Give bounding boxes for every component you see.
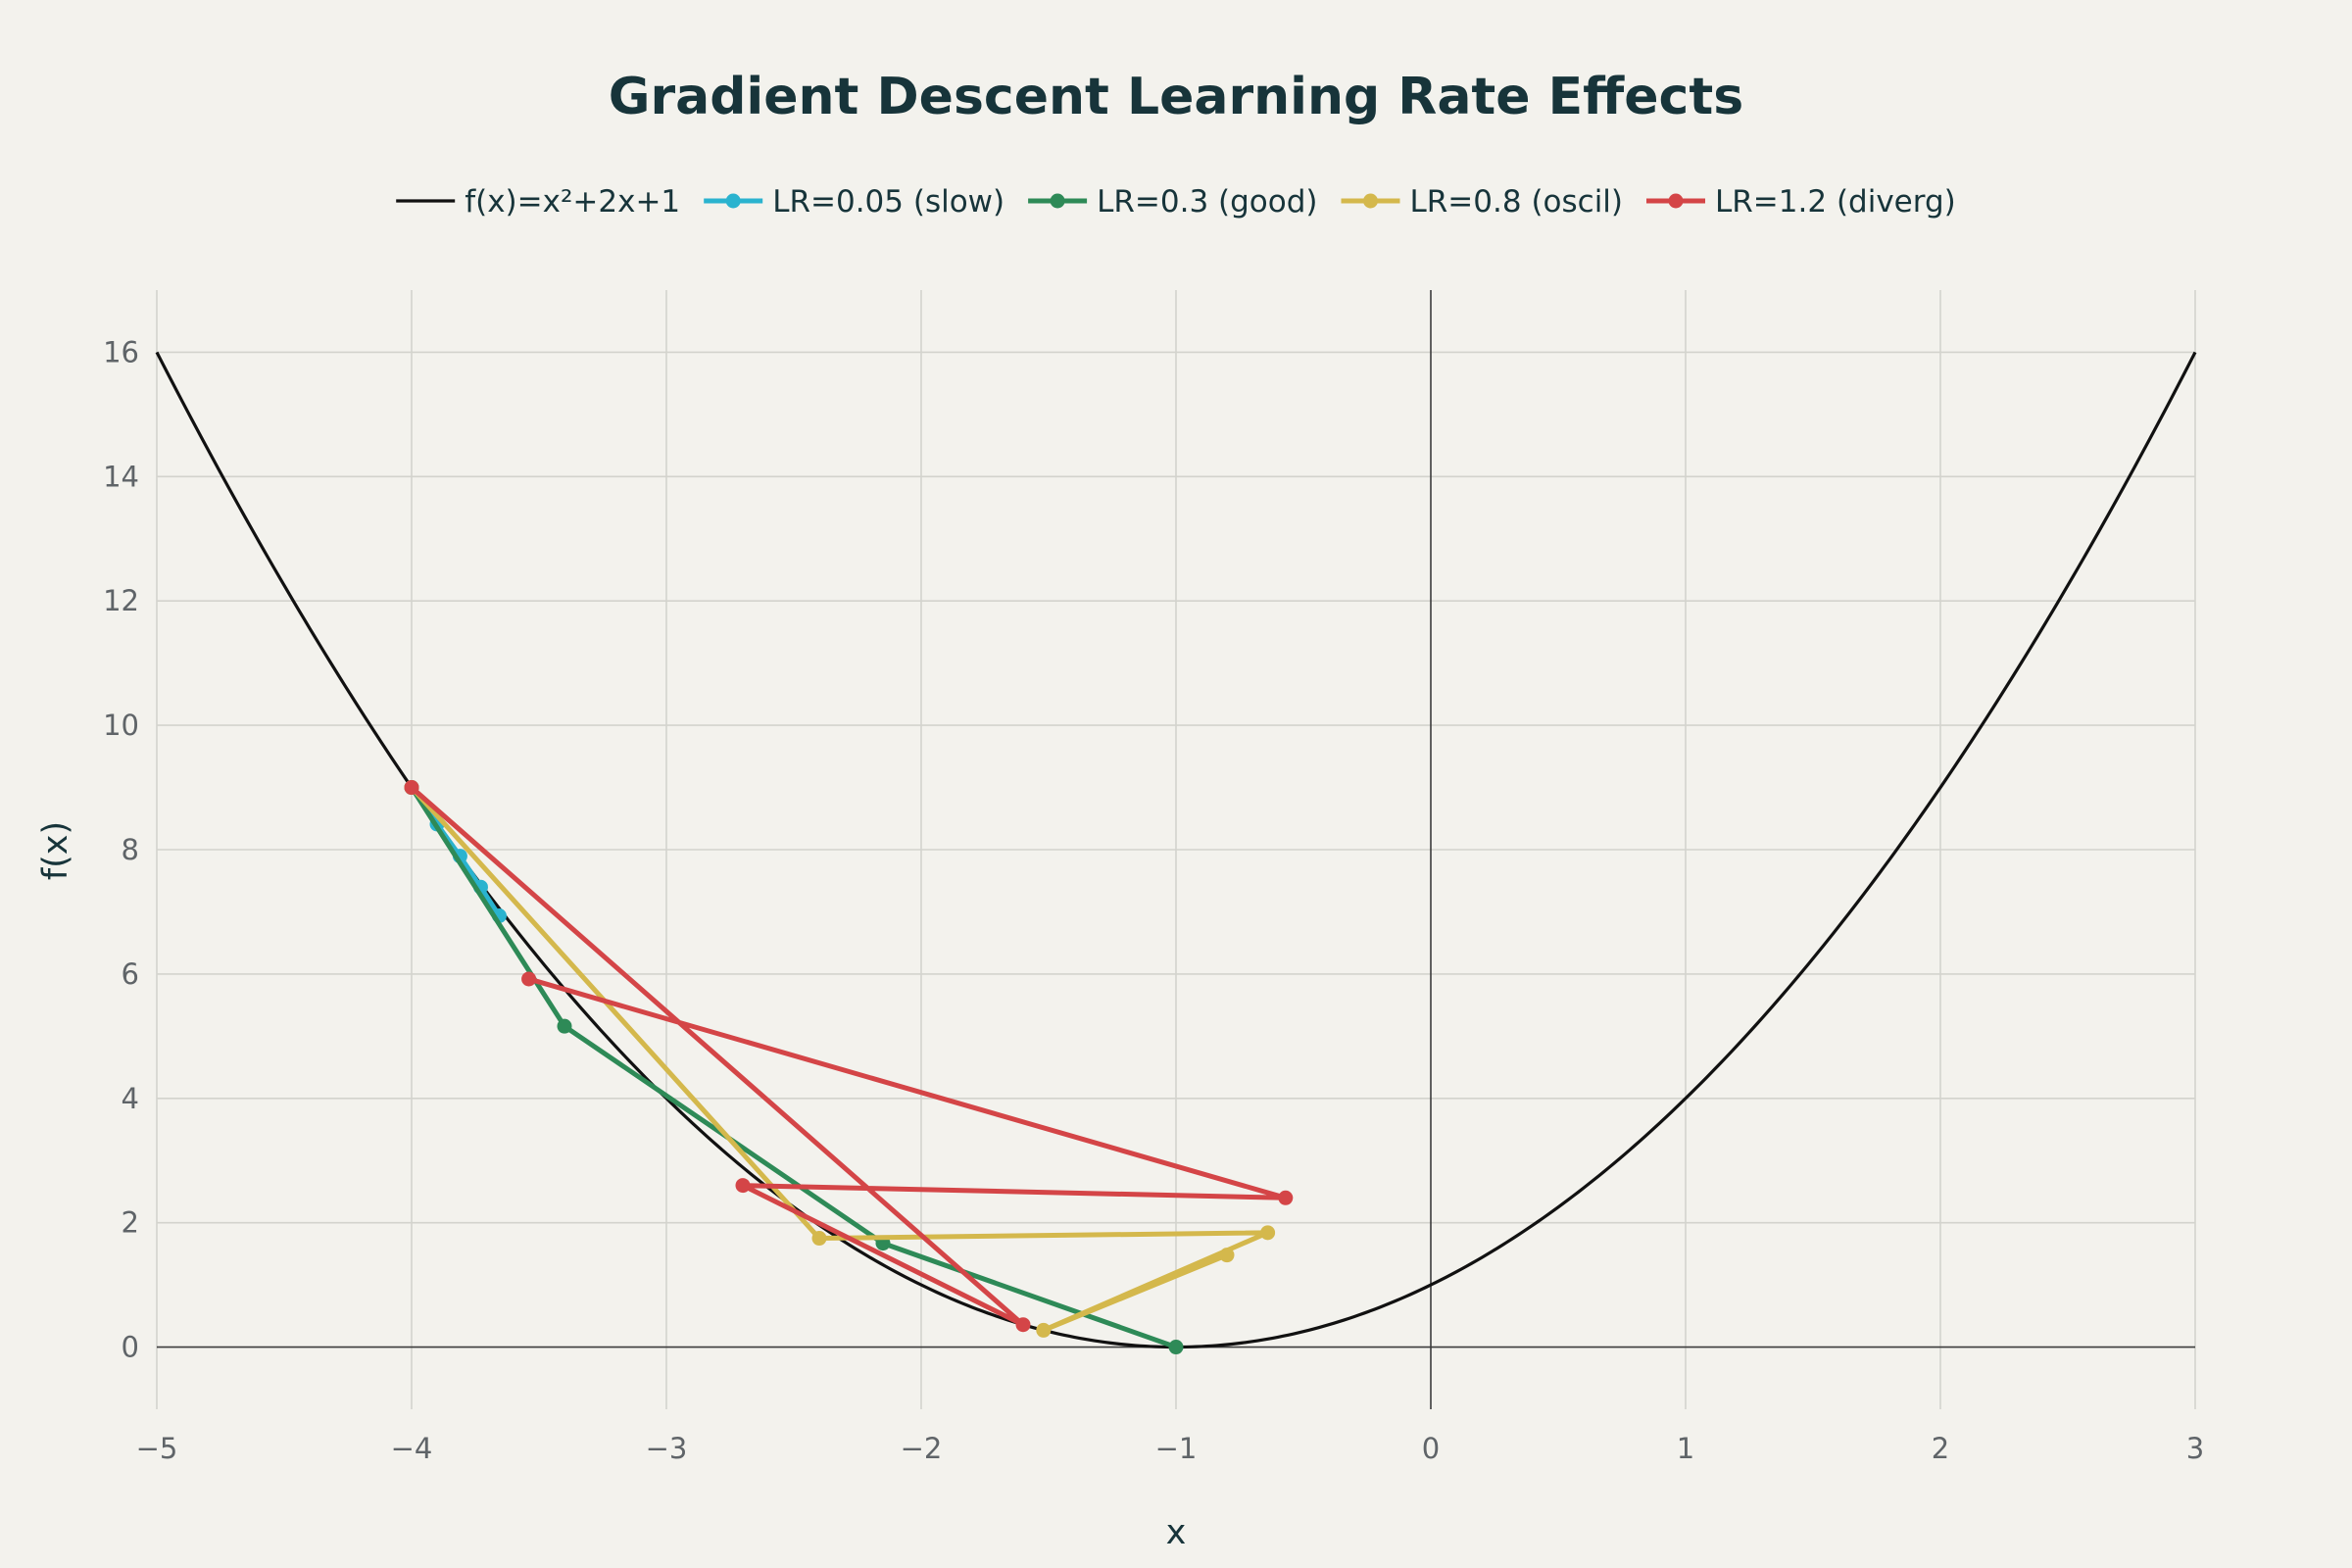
- data-point: [1168, 1340, 1184, 1355]
- y-tick-label: 14: [103, 460, 139, 493]
- legend-item: LR=1.2 (diverg): [1646, 184, 1956, 220]
- y-tick-label: 6: [122, 957, 139, 991]
- legend-label: LR=0.3 (good): [1097, 184, 1317, 220]
- y-tick-label: 4: [122, 1082, 139, 1115]
- x-tick-label: −2: [901, 1432, 943, 1465]
- data-point: [1015, 1317, 1031, 1333]
- x-axis-title: x: [1166, 1513, 1187, 1552]
- legend-item: LR=0.3 (good): [1028, 184, 1318, 220]
- legend-marker: [725, 193, 741, 209]
- legend-item: LR=0.05 (slow): [704, 184, 1004, 220]
- legend-item: f(x)=x²+2x+1: [396, 184, 680, 220]
- data-point: [811, 1231, 827, 1247]
- legend-item: LR=0.8 (oscil): [1341, 184, 1624, 220]
- series-3: [404, 780, 1294, 1333]
- legend-label: LR=0.05 (slow): [772, 184, 1004, 220]
- legend-marker: [1050, 193, 1065, 209]
- legend-marker: [1363, 193, 1378, 209]
- series-2: [404, 780, 1276, 1338]
- data-point: [521, 971, 537, 987]
- legend-label: f(x)=x²+2x+1: [465, 184, 680, 220]
- y-tick-label: 10: [103, 709, 139, 742]
- y-tick-label: 8: [122, 833, 139, 866]
- series-line: [410, 785, 1271, 1333]
- legend-label: LR=0.8 (oscil): [1410, 184, 1624, 220]
- y-tick-label: 2: [122, 1206, 139, 1240]
- x-tick-label: −4: [391, 1432, 433, 1465]
- x-tick-label: −5: [136, 1432, 178, 1465]
- y-tick-label: 12: [103, 584, 139, 617]
- x-tick-label: 1: [1677, 1432, 1694, 1465]
- plot-area: [155, 351, 2197, 1355]
- y-tick-label: 0: [122, 1331, 139, 1364]
- x-tick-label: 0: [1422, 1432, 1440, 1465]
- data-point: [404, 780, 419, 796]
- y-tick-label: 16: [103, 335, 139, 368]
- legend-marker: [1668, 193, 1684, 209]
- x-tick-label: 2: [1932, 1432, 1949, 1465]
- grid: [156, 290, 2196, 1409]
- data-point: [1036, 1322, 1052, 1338]
- legend: f(x)=x²+2x+1 LR=0.05 (slow) LR=0.3 (good) L…: [396, 184, 1956, 220]
- x-tick-label: −3: [646, 1432, 688, 1465]
- chart-title: Gradient Descent Learning Rate Effects: [609, 68, 1743, 126]
- x-tick-label: 3: [2186, 1432, 2204, 1465]
- y-axis-title: f(x): [36, 821, 75, 880]
- x-tick-label: −1: [1155, 1432, 1198, 1465]
- data-point: [557, 1018, 572, 1034]
- data-point: [1278, 1190, 1294, 1205]
- data-point: [1260, 1225, 1276, 1241]
- series-1: [404, 780, 1184, 1355]
- data-point: [1219, 1248, 1235, 1263]
- data-point: [735, 1178, 751, 1194]
- legend-label: LR=1.2 (diverg): [1715, 184, 1956, 220]
- series-line: [409, 786, 1177, 1349]
